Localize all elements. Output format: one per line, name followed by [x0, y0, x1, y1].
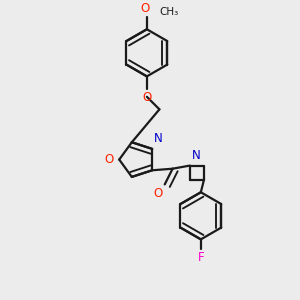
- Text: O: O: [142, 92, 152, 104]
- Text: O: O: [104, 153, 114, 166]
- Text: CH₃: CH₃: [159, 7, 179, 17]
- Text: N: N: [154, 132, 163, 145]
- Text: N: N: [191, 149, 200, 162]
- Text: O: O: [153, 187, 162, 200]
- Text: F: F: [197, 251, 204, 264]
- Text: O: O: [141, 2, 150, 14]
